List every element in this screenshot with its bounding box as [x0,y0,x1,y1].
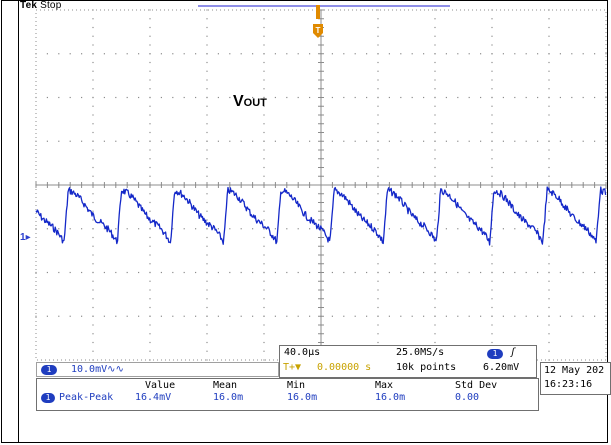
brand-label: Tek [20,0,38,11]
meas-header-value: Value [145,380,176,391]
trigger-level: 6.20mV [483,362,520,373]
horizontal-readout[interactable]: 40.0µs 25.0MS/s 1 ʃ T+▼ 0.00000 s 10k po… [279,345,537,378]
meas-value: 16.4mV [135,392,172,403]
status-header: Tek Stop [20,0,61,11]
vout-main: V [233,93,244,110]
ch1-badge: 1 [41,365,57,375]
frame-divider [18,0,19,443]
date-value: 12 May 202 [544,365,605,376]
trigger-t-icon[interactable] [313,24,323,38]
time-per-div: 40.0µs [284,347,321,358]
date-time-readout: 12 May 202 16:23:16 [540,362,611,395]
vout-sub: OUT [243,97,267,109]
meas-type-label: Peak-Peak [59,392,114,403]
meas-mean: 16.0m [213,392,244,403]
measurement-panel[interactable]: Value Mean Min Max Std Dev 1 Peak-Peak 1… [36,378,539,411]
trigger-position-icon: T+▼ [283,362,302,373]
meas-ch1-badge: 1 [41,393,55,403]
time-value: 16:23:16 [544,379,593,390]
trigger-slope-icon: ʃ [510,347,517,358]
meas-header-min: Min [287,380,306,391]
trigger-position-marker[interactable] [316,5,320,19]
trigger-channel-badge: 1 [487,349,503,359]
sample-rate: 25.0MS/s [396,347,445,358]
acquisition-state: Stop [40,0,62,11]
meas-header-std-dev: Std Dev [455,380,498,391]
channel-scale-readout[interactable]: 1 10.0mV∿∿ [36,362,279,377]
meas-header-max: Max [375,380,394,391]
meas-std-dev: 0.00 [455,392,480,403]
ch1-scale-text: 10.0mV [71,364,108,375]
graticule [35,9,607,361]
ch1-ground-marker[interactable]: 1▸ [20,232,31,243]
meas-min: 16.0m [287,392,318,403]
vout-annotation: VOUT [233,93,267,111]
meas-max: 16.0m [375,392,406,403]
ch1-scale-value: 10.0mV∿∿ [71,364,124,375]
ch1-ground-label: 1 [20,232,26,243]
meas-header-mean: Mean [213,380,238,391]
ch1-waveform-trace [35,186,607,246]
record-length: 10k points [396,362,457,373]
svg-text:T: T [316,26,321,35]
trigger-position: 0.00000 s [317,362,372,373]
